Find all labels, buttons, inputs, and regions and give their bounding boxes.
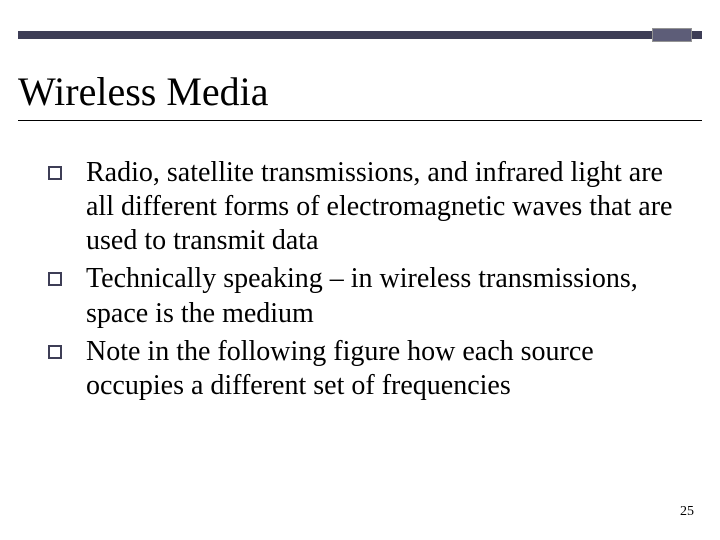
decorative-top-bar bbox=[18, 28, 702, 42]
square-bullet-icon bbox=[48, 272, 62, 286]
slide-title: Wireless Media bbox=[18, 70, 702, 121]
list-item: Note in the following figure how each so… bbox=[48, 335, 684, 403]
list-item: Technically speaking – in wireless trans… bbox=[48, 262, 684, 330]
list-item: Radio, satellite transmissions, and infr… bbox=[48, 156, 684, 258]
bullet-text: Radio, satellite transmissions, and infr… bbox=[86, 156, 684, 258]
page-number: 25 bbox=[680, 504, 694, 520]
top-bar-accent-box bbox=[652, 28, 692, 42]
square-bullet-icon bbox=[48, 345, 62, 359]
bullet-text: Technically speaking – in wireless trans… bbox=[86, 262, 684, 330]
square-bullet-icon bbox=[48, 166, 62, 180]
top-bar-line bbox=[18, 31, 702, 39]
bullet-text: Note in the following figure how each so… bbox=[86, 335, 684, 403]
bullet-list: Radio, satellite transmissions, and infr… bbox=[48, 156, 684, 407]
